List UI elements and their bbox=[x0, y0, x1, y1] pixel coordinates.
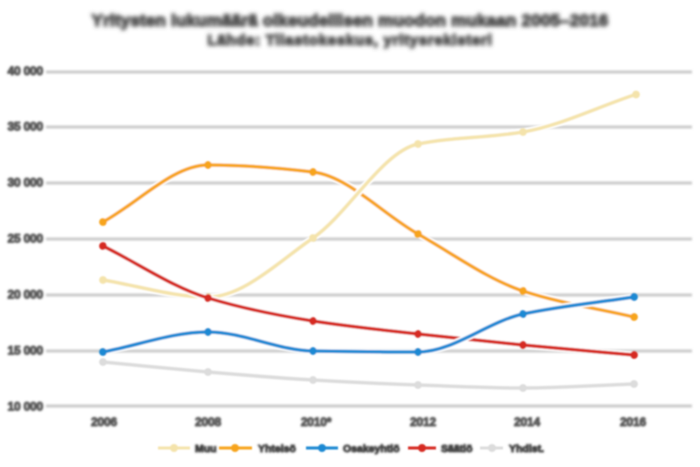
svg-text:2014: 2014 bbox=[514, 415, 540, 429]
svg-text:20 000: 20 000 bbox=[7, 288, 43, 302]
svg-text:30 000: 30 000 bbox=[7, 176, 43, 190]
svg-text:Lähde: Tilastokeskus, yritysre: Lähde: Tilastokeskus, yritysrekisteri bbox=[208, 32, 493, 49]
svg-text:Muu: Muu bbox=[195, 443, 217, 455]
svg-text:2006: 2006 bbox=[91, 415, 117, 429]
svg-text:2016: 2016 bbox=[620, 415, 646, 429]
svg-text:15 000: 15 000 bbox=[7, 344, 43, 358]
svg-text:Säätiö: Säätiö bbox=[441, 443, 473, 455]
svg-text:25 000: 25 000 bbox=[7, 232, 43, 246]
svg-text:Yritysten lukumäärä oikeudelli: Yritysten lukumäärä oikeudellisen muodon… bbox=[92, 11, 609, 30]
svg-text:Osakeyhtiö: Osakeyhtiö bbox=[343, 443, 400, 455]
svg-text:Yhdist.: Yhdist. bbox=[509, 443, 544, 455]
svg-text:Yhteisö: Yhteisö bbox=[258, 443, 296, 455]
svg-text:10 000: 10 000 bbox=[7, 400, 43, 414]
svg-text:2008: 2008 bbox=[195, 415, 221, 429]
svg-text:35 000: 35 000 bbox=[7, 120, 43, 134]
svg-text:2010*: 2010* bbox=[301, 415, 332, 429]
svg-text:40 000: 40 000 bbox=[7, 64, 43, 78]
svg-text:2012: 2012 bbox=[410, 415, 436, 429]
